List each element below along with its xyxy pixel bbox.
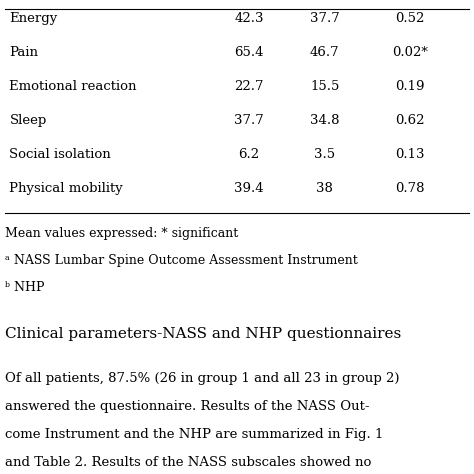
Text: 39.4: 39.4 (234, 182, 264, 195)
Text: answered the questionnaire. Results of the NASS Out-: answered the questionnaire. Results of t… (5, 400, 369, 413)
Text: ᵇ NHP: ᵇ NHP (5, 282, 44, 294)
Text: 22.7: 22.7 (234, 80, 264, 93)
Text: Pain: Pain (9, 46, 38, 59)
Text: 0.19: 0.19 (395, 80, 425, 93)
Text: Social isolation: Social isolation (9, 148, 111, 161)
Text: ᵃ NASS Lumbar Spine Outcome Assessment Instrument: ᵃ NASS Lumbar Spine Outcome Assessment I… (5, 254, 357, 267)
Text: 46.7: 46.7 (310, 46, 339, 59)
Text: Sleep: Sleep (9, 114, 47, 127)
Text: 38: 38 (316, 182, 333, 195)
Text: 37.7: 37.7 (310, 12, 339, 25)
Text: and Table 2. Results of the NASS subscales showed no: and Table 2. Results of the NASS subscal… (5, 456, 371, 469)
Text: 34.8: 34.8 (310, 114, 339, 127)
Text: 42.3: 42.3 (234, 12, 264, 25)
Text: 0.78: 0.78 (395, 182, 425, 195)
Text: 65.4: 65.4 (234, 46, 264, 59)
Text: 3.5: 3.5 (314, 148, 335, 161)
Text: Clinical parameters-NASS and NHP questionnaires: Clinical parameters-NASS and NHP questio… (5, 328, 401, 341)
Text: Energy: Energy (9, 12, 58, 25)
Text: 0.13: 0.13 (395, 148, 425, 161)
Text: 0.02*: 0.02* (392, 46, 428, 59)
Text: Mean values expressed: * significant: Mean values expressed: * significant (5, 227, 238, 240)
Text: 15.5: 15.5 (310, 80, 339, 93)
Text: 0.62: 0.62 (395, 114, 425, 127)
Text: Physical mobility: Physical mobility (9, 182, 123, 195)
Text: 37.7: 37.7 (234, 114, 264, 127)
Text: come Instrument and the NHP are summarized in Fig. 1: come Instrument and the NHP are summariz… (5, 428, 383, 441)
Text: Emotional reaction: Emotional reaction (9, 80, 137, 93)
Text: 0.52: 0.52 (395, 12, 425, 25)
Text: Of all patients, 87.5% (26 in group 1 and all 23 in group 2): Of all patients, 87.5% (26 in group 1 an… (5, 372, 399, 385)
Text: 6.2: 6.2 (238, 148, 259, 161)
